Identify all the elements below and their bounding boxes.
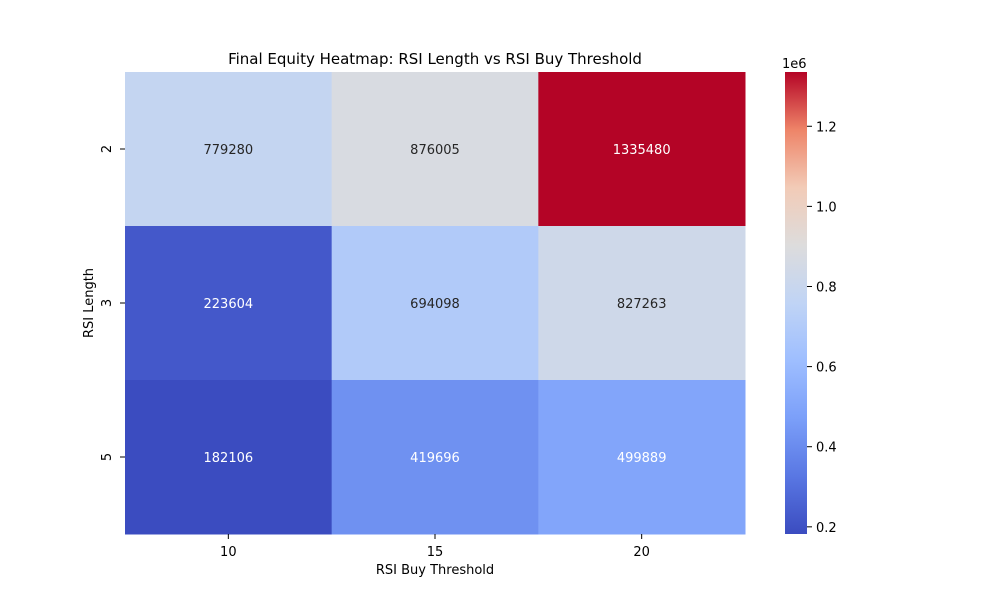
x-tick-label: 10 (220, 545, 237, 560)
x-tick-label: 15 (427, 545, 444, 560)
x-axis-label: RSI Buy Threshold (376, 563, 494, 578)
heatmap-cell-label: 1335480 (613, 143, 671, 158)
heatmap-cell-label: 223604 (204, 297, 254, 312)
y-axis-label: RSI Length (82, 268, 97, 338)
y-axis: 2 3 5 (100, 145, 125, 461)
colorbar-tick-label: 0.4 (816, 441, 837, 456)
colorbar-tick-label: 0.8 (816, 280, 837, 295)
heatmap-cell-label: 499889 (617, 451, 667, 466)
colorbar-tick-label: 0.2 (816, 521, 837, 536)
y-tick-label: 2 (100, 145, 115, 153)
heatmap-cell-label: 779280 (204, 143, 254, 158)
x-axis: 10 15 20 (220, 534, 650, 560)
colorbar-tick-label: 0.6 (816, 361, 837, 376)
y-tick-label: 5 (100, 453, 115, 461)
heatmap-cell-label: 827263 (617, 297, 667, 312)
colorbar (785, 72, 807, 534)
y-tick-label: 3 (100, 299, 115, 307)
x-tick-label: 20 (633, 545, 650, 560)
colorbar-ticks: 0.2 0.4 0.6 0.8 1.0 1.2 (807, 120, 837, 536)
heatmap-cell-label: 876005 (410, 143, 460, 158)
colorbar-tick-label: 1.2 (816, 120, 837, 135)
heatmap-cell-label: 419696 (410, 451, 460, 466)
heatmap-cell-label: 694098 (410, 297, 460, 312)
colorbar-tick-label: 1.0 (816, 200, 837, 215)
heatmap-cell-label: 182106 (204, 451, 254, 466)
chart-title: Final Equity Heatmap: RSI Length vs RSI … (228, 50, 642, 68)
colorbar-scale-label: 1e6 (782, 57, 807, 72)
